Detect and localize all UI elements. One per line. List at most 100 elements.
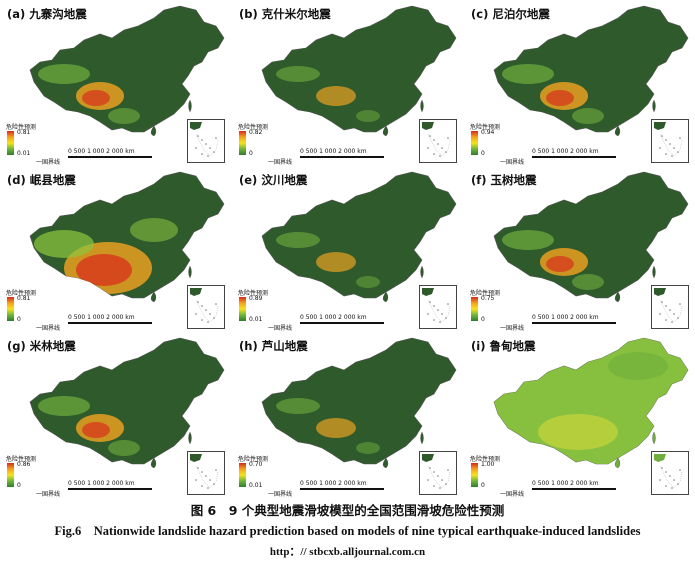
scale-bar: 0 500 1 000 2 000 km bbox=[300, 148, 400, 164]
boundary-label: 一国界线 bbox=[500, 325, 525, 332]
china-hazard-map bbox=[261, 171, 457, 303]
inset-map bbox=[422, 288, 451, 323]
china-hazard-map bbox=[29, 337, 225, 469]
legend-colorbar bbox=[7, 463, 14, 487]
scale-bar: 0 500 1 000 2 000 km bbox=[68, 314, 168, 330]
south-china-sea-inset bbox=[419, 285, 457, 329]
scale-label: 0 500 1 000 2 000 km bbox=[532, 480, 599, 487]
scale-segment bbox=[82, 156, 96, 158]
map-grid: (a) 九寨沟地震 危险性预测 0.81 0.01 一国界线 0 500 1 0… bbox=[4, 4, 692, 498]
legend-max: 0.81 bbox=[17, 295, 31, 302]
hazard-legend: 危险性预测 1.00 0 bbox=[470, 454, 530, 494]
scale-line bbox=[300, 488, 384, 490]
scale-label: 0 500 1 000 2 000 km bbox=[532, 148, 599, 155]
boundary-label: 一国界线 bbox=[500, 491, 525, 498]
boundary-label: 一国界线 bbox=[268, 325, 293, 332]
scale-line bbox=[532, 322, 616, 324]
scale-label: 0 500 1 000 2 000 km bbox=[300, 148, 367, 155]
legend-colorbar bbox=[471, 297, 478, 321]
china-hazard-map bbox=[29, 171, 225, 303]
legend-title: 危险性预测 bbox=[238, 456, 269, 463]
boundary-label: 一国界线 bbox=[36, 325, 61, 332]
map-panel: (h) 芦山地震 危险性预测 0.70 0.01 一国界线 0 500 1 00… bbox=[236, 336, 460, 498]
map-panel: (i) 鲁甸地震 危险性预测 1.00 0 一国界线 0 500 1 000 2… bbox=[468, 336, 692, 498]
legend-title: 危险性预测 bbox=[238, 124, 269, 131]
scale-segment bbox=[546, 322, 560, 324]
scale-label: 0 500 1 000 2 000 km bbox=[300, 480, 367, 487]
hazard-legend: 危险性预测 0.81 0.01 bbox=[6, 122, 66, 162]
legend-title: 危险性预测 bbox=[238, 290, 269, 297]
inset-map bbox=[654, 122, 683, 157]
legend-max: 0.70 bbox=[249, 461, 263, 468]
scale-line bbox=[68, 488, 152, 490]
scale-segment bbox=[546, 488, 560, 490]
boundary-label: 一国界线 bbox=[268, 159, 293, 166]
boundary-legend: 一国界线 bbox=[500, 323, 524, 332]
boundary-label: 一国界线 bbox=[500, 159, 525, 166]
scale-segment bbox=[546, 156, 560, 158]
panel-title: (d) 岷县地震 bbox=[7, 173, 76, 187]
hazard-legend: 危险性预测 0.82 0 bbox=[238, 122, 298, 162]
legend-min: 0.01 bbox=[249, 316, 263, 323]
hazard-legend: 危险性预测 0.75 0 bbox=[470, 288, 530, 328]
legend-title: 危险性预测 bbox=[6, 124, 37, 131]
scale-bar: 0 500 1 000 2 000 km bbox=[532, 480, 632, 496]
inset-map bbox=[190, 288, 219, 323]
scale-bar: 0 500 1 000 2 000 km bbox=[532, 148, 632, 164]
scale-label: 0 500 1 000 2 000 km bbox=[68, 480, 135, 487]
scale-bar: 0 500 1 000 2 000 km bbox=[532, 314, 632, 330]
inset-map bbox=[190, 454, 219, 489]
south-china-sea-inset bbox=[187, 285, 225, 329]
legend-max: 0.82 bbox=[249, 129, 263, 136]
inset-map bbox=[422, 454, 451, 489]
map-panel: (a) 九寨沟地震 危险性预测 0.81 0.01 一国界线 0 500 1 0… bbox=[4, 4, 228, 166]
legend-min: 0.01 bbox=[249, 482, 263, 489]
inset-map bbox=[654, 288, 683, 323]
panel-title: (b) 克什米尔地震 bbox=[239, 7, 331, 21]
south-china-sea-inset bbox=[187, 119, 225, 163]
china-hazard-map bbox=[261, 337, 457, 469]
legend-min: 0 bbox=[17, 316, 21, 323]
panel-title: (i) 鲁甸地震 bbox=[471, 339, 536, 353]
boundary-label: 一国界线 bbox=[268, 491, 293, 498]
boundary-label: 一国界线 bbox=[36, 159, 61, 166]
south-china-sea-inset bbox=[419, 119, 457, 163]
boundary-legend: 一国界线 bbox=[500, 157, 524, 166]
scale-line bbox=[300, 156, 384, 158]
figure-caption-en: Fig.6 Nationwide landslide hazard predic… bbox=[54, 524, 641, 538]
china-hazard-map bbox=[493, 171, 689, 303]
south-china-sea-inset bbox=[651, 119, 689, 163]
legend-colorbar bbox=[471, 131, 478, 155]
legend-min: 0 bbox=[481, 150, 485, 157]
legend-colorbar bbox=[7, 297, 14, 321]
legend-colorbar bbox=[239, 131, 246, 155]
panel-title: (a) 九寨沟地震 bbox=[7, 7, 87, 21]
legend-max: 1.00 bbox=[481, 461, 495, 468]
panel-title: (e) 汶川地震 bbox=[239, 173, 308, 187]
scale-bar: 0 500 1 000 2 000 km bbox=[68, 480, 168, 496]
china-hazard-map bbox=[493, 337, 689, 469]
inset-map bbox=[422, 122, 451, 157]
map-panel: (e) 汶川地震 危险性预测 0.89 0.01 一国界线 0 500 1 00… bbox=[236, 170, 460, 332]
south-china-sea-inset bbox=[419, 451, 457, 495]
scale-line bbox=[68, 322, 152, 324]
panel-title: (f) 玉树地震 bbox=[471, 173, 537, 187]
legend-colorbar bbox=[7, 131, 14, 155]
boundary-legend: 一国界线 bbox=[268, 157, 292, 166]
journal-url: http：// stbcxb.alljournal.com.cn bbox=[269, 546, 426, 558]
china-hazard-map bbox=[493, 5, 689, 137]
scale-line bbox=[68, 156, 152, 158]
inset-map bbox=[190, 122, 219, 157]
legend-title: 危险性预测 bbox=[6, 290, 37, 297]
panel-title: (c) 尼泊尔地震 bbox=[471, 7, 550, 21]
hazard-legend: 危险性预测 0.81 0 bbox=[6, 288, 66, 328]
map-panel: (b) 克什米尔地震 危险性预测 0.82 0 一国界线 0 500 1 000… bbox=[236, 4, 460, 166]
scale-label: 0 500 1 000 2 000 km bbox=[532, 314, 599, 321]
legend-colorbar bbox=[239, 297, 246, 321]
scale-segment bbox=[314, 156, 328, 158]
scale-segment bbox=[82, 488, 96, 490]
scale-line bbox=[300, 322, 384, 324]
scale-segment bbox=[314, 322, 328, 324]
china-hazard-map bbox=[29, 5, 225, 137]
legend-min: 0 bbox=[481, 482, 485, 489]
